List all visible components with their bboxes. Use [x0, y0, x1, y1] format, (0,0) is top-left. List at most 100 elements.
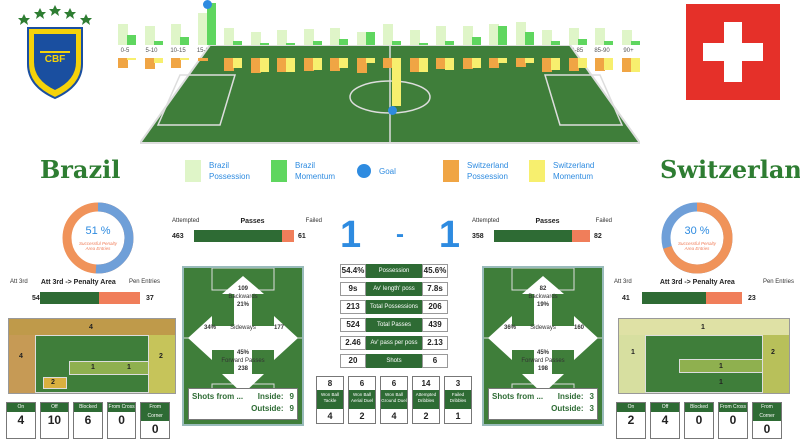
- away-team-name: Switzerland: [660, 155, 800, 184]
- stat-away: 206: [422, 300, 448, 314]
- stat-away: 439: [422, 318, 448, 332]
- home-momentum-bar: [127, 34, 136, 45]
- duels-table: 8 Won Ball Tackle 4 6 Won Ball Aerial Duel 2 6…: [316, 376, 474, 424]
- away-zone-1: 1: [719, 363, 723, 370]
- home-momentum-bar: [286, 42, 295, 45]
- duel-cell: 3 Failed Dribbles 1: [444, 376, 472, 424]
- home-possession-bar: [303, 29, 314, 45]
- home-zone-right: 2: [159, 353, 163, 360]
- home-momentum-bar: [233, 40, 242, 45]
- home-zone-1: 1: [91, 364, 95, 371]
- stat-row: 54.4% Possession 45.6%: [340, 264, 448, 278]
- legend-swatch: [185, 160, 201, 182]
- home-possession-bar: [436, 26, 446, 45]
- home-momentum-bar: [259, 42, 269, 45]
- arrows-icon: [188, 276, 298, 394]
- legend: Brazil Possession Brazil Momentum Goal Swit…: [185, 156, 615, 186]
- away-shots-box: Shots from ... Inside: 3 Outside: 3: [488, 388, 598, 420]
- home-momentum-bar: [312, 40, 322, 45]
- home-possession-bar: [515, 22, 526, 45]
- stat-away: 6: [422, 354, 448, 368]
- legend-item: Brazil Possession: [185, 156, 271, 186]
- home-possession-bar: [568, 27, 579, 45]
- score-sep: -: [396, 221, 404, 248]
- home-penalty-donut: [62, 202, 134, 274]
- away-passes: Attempted Passes Failed 358 82: [472, 218, 612, 242]
- home-momentum-bar: [471, 36, 481, 45]
- away-penalty-pct: 30 %: [684, 225, 710, 237]
- stat-home: 213: [340, 300, 366, 314]
- home-zone-2: 1: [127, 364, 131, 371]
- stat-home: 2.46: [340, 336, 366, 350]
- away-zone-left: 1: [631, 349, 635, 356]
- shot-outcome-cell: On 2: [616, 402, 646, 439]
- legend-label: Goal: [379, 166, 396, 176]
- shot-outcome-cell: On 4: [6, 402, 36, 439]
- home-possession-bar: [595, 27, 605, 45]
- shot-outcome-cell: Off 10: [39, 402, 70, 439]
- stat-away: 2.13: [422, 336, 448, 350]
- stat-row: 9s Av' length' poss 7.8s: [340, 282, 448, 296]
- home-possession-bar: [144, 26, 155, 45]
- stat-label: Av' length' poss: [366, 282, 422, 296]
- shot-outcome-cell: From Corner 0: [752, 402, 782, 439]
- timeline-bin-label: 90+: [623, 48, 634, 54]
- home-momentum-bar: [445, 40, 454, 45]
- legend-item: Switzerland Momentum: [529, 156, 615, 186]
- timeline-bin-label: 0-5: [120, 48, 130, 54]
- stat-home: 20: [340, 354, 366, 368]
- home-possession-bar: [197, 12, 208, 45]
- home-momentum-bar: [180, 36, 189, 45]
- away-zones-pitch: 1 1 2 1 1: [618, 318, 790, 394]
- stat-away: 45.6%: [422, 264, 448, 278]
- stat-home: 524: [340, 318, 366, 332]
- center-pitch: [140, 45, 640, 144]
- timeline-bin-label: 10-15: [170, 48, 186, 54]
- stat-label: Total Passes: [366, 318, 422, 332]
- stat-row: 2.46 Av' pass per poss 2.13: [340, 336, 448, 350]
- stat-row: 524 Total Passes 439: [340, 318, 448, 332]
- legend-label: Switzerland Possession: [467, 161, 509, 181]
- away-att3: Att 3rd Att 3rd -> Penalty Area Pen Entr…: [614, 279, 794, 304]
- away-shot-outcomes: On 2 Off 4 Blocked 0 From Cross 0 From Corner 0: [616, 402, 792, 439]
- home-zone-3: 2: [51, 379, 55, 386]
- home-possession-bar: [224, 27, 234, 45]
- home-zone-left: 4: [19, 353, 23, 360]
- home-att3: Att 3rd Att 3rd -> Penalty Area Pen Entr…: [10, 279, 160, 304]
- home-momentum-bar: [392, 40, 401, 45]
- away-passes-bar: [494, 230, 590, 242]
- legend-label: Switzerland Momentum: [553, 161, 595, 181]
- home-momentum-bar: [153, 40, 163, 45]
- home-possession-bar: [621, 29, 632, 45]
- stat-away: 7.8s: [422, 282, 448, 296]
- duel-cell: 14 Attempted Dribbles 2: [412, 376, 440, 424]
- switzerland-flag-icon: [686, 4, 780, 100]
- stat-label: Shots: [366, 354, 422, 368]
- legend-swatch: [529, 160, 545, 182]
- home-possession-bar: [171, 24, 181, 45]
- stat-row: 213 Total Possessions 206: [340, 300, 448, 314]
- home-possession-bar: [277, 29, 287, 45]
- brazil-crest: CBF: [16, 4, 94, 100]
- home-momentum-bar: [498, 26, 507, 45]
- home-passes-bar: [194, 230, 294, 242]
- home-zone-top: 4: [89, 324, 93, 331]
- scoreboard: 1 - 1: [340, 212, 460, 258]
- legend-label: Brazil Possession: [209, 161, 250, 181]
- legend-item: Goal: [357, 156, 443, 186]
- away-penalty-donut: [661, 202, 733, 274]
- home-shot-outcomes: On 4 Off 10 Blocked 6 From Cross 0 From Corner 0: [6, 402, 170, 439]
- home-score: 1: [340, 213, 362, 256]
- stat-label: Possession: [366, 264, 422, 278]
- home-possession-bar: [409, 29, 420, 45]
- stat-label: Total Possessions: [366, 300, 422, 314]
- stat-home: 54.4%: [340, 264, 366, 278]
- crest-icon: [18, 5, 92, 100]
- legend-label: Brazil Momentum: [295, 161, 336, 181]
- home-momentum-bar: [551, 40, 560, 45]
- home-possession-bar: [330, 27, 340, 45]
- home-momentum-bar: [418, 42, 428, 45]
- home-possession-bar: [250, 31, 261, 45]
- home-momentum-bar: [630, 40, 640, 45]
- away-zone-top: 1: [701, 324, 705, 331]
